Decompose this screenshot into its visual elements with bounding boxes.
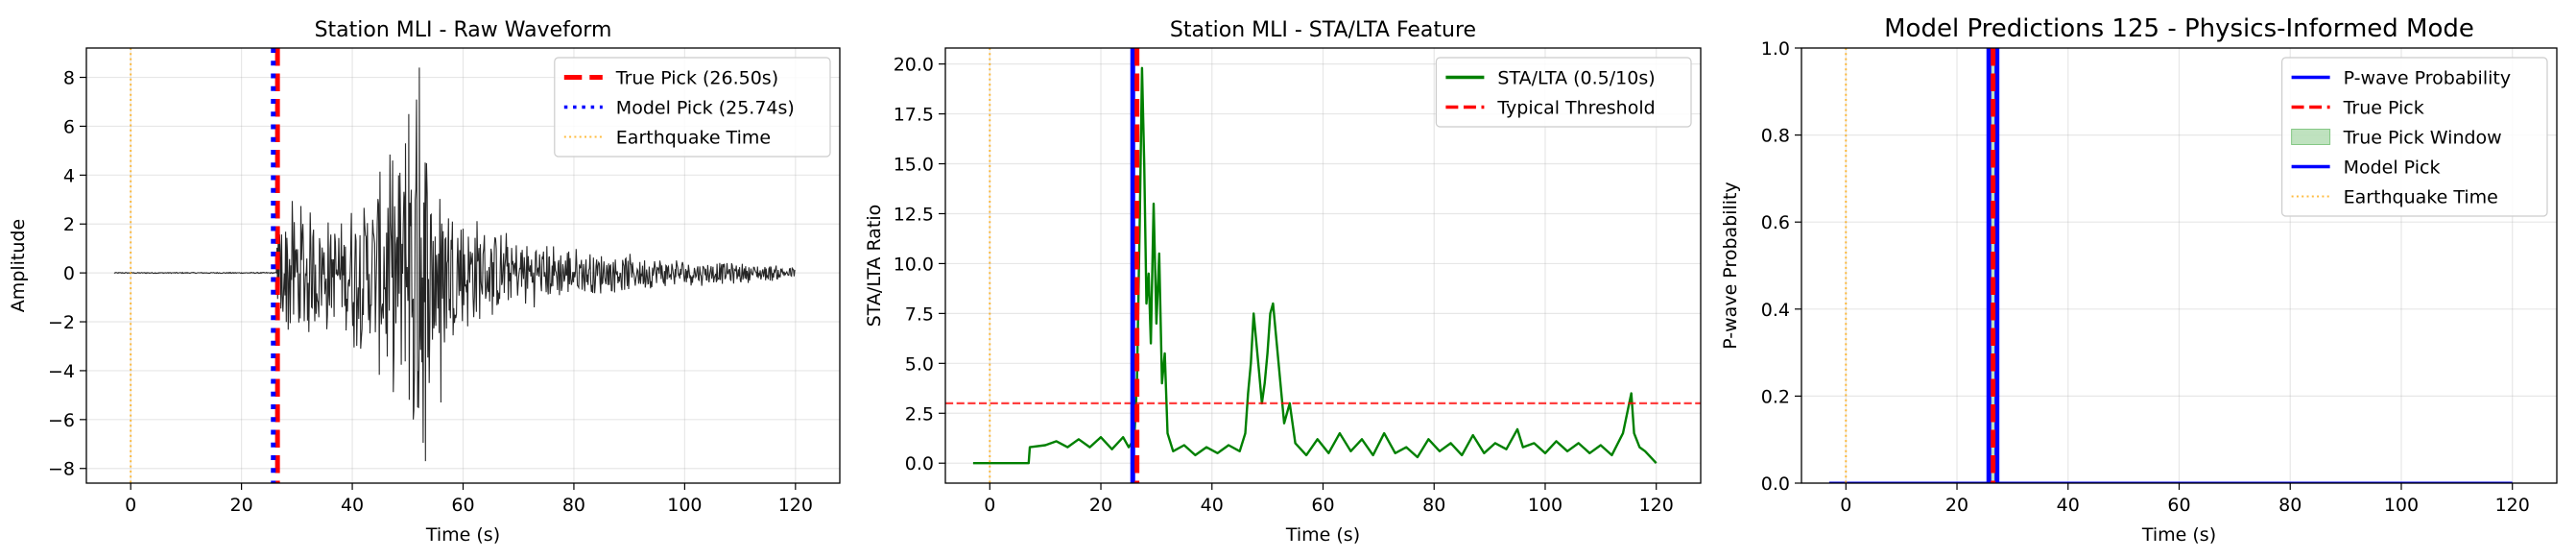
waveform-plot-area [113, 48, 796, 483]
waveform-legend-box [554, 57, 831, 158]
sta-lta-plot-area [945, 48, 1701, 483]
sta-lta-y-tick-label: 15.0 [894, 155, 934, 176]
predictions-y-axis-label: P-wave Probability [1720, 182, 1741, 350]
sta-lta-legend-box [1435, 57, 1692, 128]
predictions-y-tick-label: 0.6 [1761, 212, 1790, 233]
predictions-x-tick-label: 20 [1945, 495, 1968, 516]
sta-lta-x-tick-label: 80 [1422, 495, 1445, 516]
predictions-y-tick-label: 0.4 [1761, 300, 1790, 321]
sta-lta-y-tick-label: 10.0 [894, 254, 934, 275]
predictions-y-tick-label: 0.2 [1761, 386, 1790, 407]
sta-lta-x-tick-label: 120 [1639, 495, 1674, 516]
waveform-legend: True Pick (26.50s) Model Pick (25.74s) Ear… [554, 57, 831, 158]
predictions-panel: Model Predictions 125 - Physics-Informed… [1720, 14, 2558, 546]
predictions-title: Model Predictions 125 - Physics-Informed… [1884, 14, 2474, 43]
sta-lta-x-tick-label: 20 [1089, 495, 1112, 516]
sta-lta-series-line [972, 66, 1658, 465]
predictions-y-tick-label: 0.0 [1761, 474, 1790, 495]
waveform-panel: Station MLI - Raw Waveform 0 20 40 60 80 100 1… [8, 18, 841, 546]
waveform-trace [113, 67, 796, 462]
sta-lta-y-tick-label: 17.5 [894, 105, 934, 126]
predictions-legend-label: Model Pick [2344, 158, 2441, 179]
predictions-x-tick-label: 80 [2278, 495, 2302, 516]
predictions-x-tick-label: 120 [2495, 495, 2530, 516]
predictions-x-tick-label: 100 [2384, 495, 2419, 516]
sta-lta-panel: Station MLI - STA/LTA Feature 0 20 40 60 80 1… [864, 18, 1702, 546]
predictions-legend-swatch [2291, 129, 2331, 145]
sta-lta-ticks: 0 20 40 60 80 100 120 0.0 2.5 5.0 7.5 10.0 12.5 15.0 1… [894, 55, 1674, 516]
waveform-y-tick-label: −8 [48, 459, 75, 480]
sta-lta-legend: STA/LTA (0.5/10s) Typical Threshold [1435, 57, 1692, 128]
predictions-x-axis-label: Time (s) [2141, 524, 2216, 546]
waveform-y-tick-label: −4 [48, 361, 75, 382]
sta-lta-x-axis-label: Time (s) [1285, 524, 1360, 546]
waveform-legend-label: Earthquake Time [616, 128, 771, 149]
predictions-legend-label: True Pick Window [2343, 128, 2502, 149]
waveform-x-tick-label: 100 [667, 495, 702, 516]
predictions-legend-label: Earthquake Time [2344, 187, 2498, 208]
waveform-y-axis-label: Amplitude [8, 219, 29, 312]
waveform-x-tick-label: 40 [341, 495, 364, 516]
waveform-marks [113, 48, 796, 483]
predictions-legend-box [2281, 57, 2548, 217]
predictions-plot-area [1828, 48, 2513, 483]
sta-lta-y-tick-label: 20.0 [894, 55, 934, 76]
predictions-legend-label: P-wave Probability [2344, 68, 2512, 89]
sta-lta-title: Station MLI - STA/LTA Feature [1170, 18, 1476, 42]
sta-lta-y-tick-label: 7.5 [905, 304, 934, 325]
waveform-x-tick-label: 60 [451, 495, 474, 516]
sta-lta-y-tick-label: 12.5 [894, 204, 934, 225]
predictions-legend: P-wave Probability True Pick True Pick Win… [2281, 57, 2548, 217]
predictions-x-tick-label: 60 [2167, 495, 2190, 516]
waveform-y-tick-label: −2 [48, 312, 75, 333]
sta-lta-x-tick-label: 100 [1528, 495, 1562, 516]
waveform-legend-label: True Pick (26.50s) [615, 68, 778, 89]
waveform-x-tick-label: 20 [230, 495, 253, 516]
sta-lta-marks [945, 48, 1701, 483]
waveform-x-tick-label: 80 [562, 495, 585, 516]
predictions-x-tick-label: 0 [1840, 495, 1851, 516]
sta-lta-y-tick-label: 2.5 [905, 403, 934, 425]
sta-lta-y-tick-label: 0.0 [905, 453, 934, 474]
waveform-x-tick-label: 120 [778, 495, 813, 516]
waveform-y-tick-label: 2 [63, 214, 75, 235]
sta-lta-legend-label: Typical Threshold [1496, 98, 1655, 119]
waveform-y-tick-label: 8 [63, 68, 75, 89]
waveform-y-tick-label: 6 [63, 116, 75, 137]
sta-lta-legend-label: STA/LTA (0.5/10s) [1497, 68, 1655, 89]
predictions-ticks: 0 20 40 60 80 100 120 0.0 0.2 0.4 0.6 0.8 1.0 [1761, 38, 2530, 516]
waveform-legend-label: Model Pick (25.74s) [616, 98, 795, 119]
sta-lta-x-tick-label: 0 [984, 495, 995, 516]
waveform-x-tick-label: 0 [125, 495, 136, 516]
predictions-legend-label: True Pick [2343, 98, 2424, 119]
sta-lta-y-axis-label: STA/LTA Ratio [864, 205, 885, 328]
waveform-y-tick-label: 0 [63, 263, 75, 284]
predictions-y-tick-label: 1.0 [1761, 38, 1790, 60]
waveform-y-tick-label: −6 [48, 410, 75, 431]
sta-lta-x-tick-label: 60 [1311, 495, 1334, 516]
predictions-y-tick-label: 0.8 [1761, 126, 1790, 147]
sta-lta-x-tick-label: 40 [1201, 495, 1224, 516]
waveform-y-tick-label: 4 [63, 165, 75, 186]
predictions-x-tick-label: 40 [2057, 495, 2080, 516]
waveform-title: Station MLI - Raw Waveform [315, 18, 612, 42]
predictions-marks [1828, 48, 2513, 483]
waveform-ticks: 0 20 40 60 80 100 120 −8 −6 −4 −2 0 2 4 6 8 [48, 68, 813, 516]
waveform-x-axis-label: Time (s) [425, 524, 500, 546]
sta-lta-y-tick-label: 5.0 [905, 353, 934, 375]
